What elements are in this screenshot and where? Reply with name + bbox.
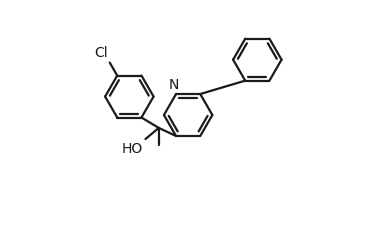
Text: N: N: [169, 77, 179, 91]
Text: Cl: Cl: [94, 46, 107, 60]
Text: HO: HO: [122, 142, 143, 156]
